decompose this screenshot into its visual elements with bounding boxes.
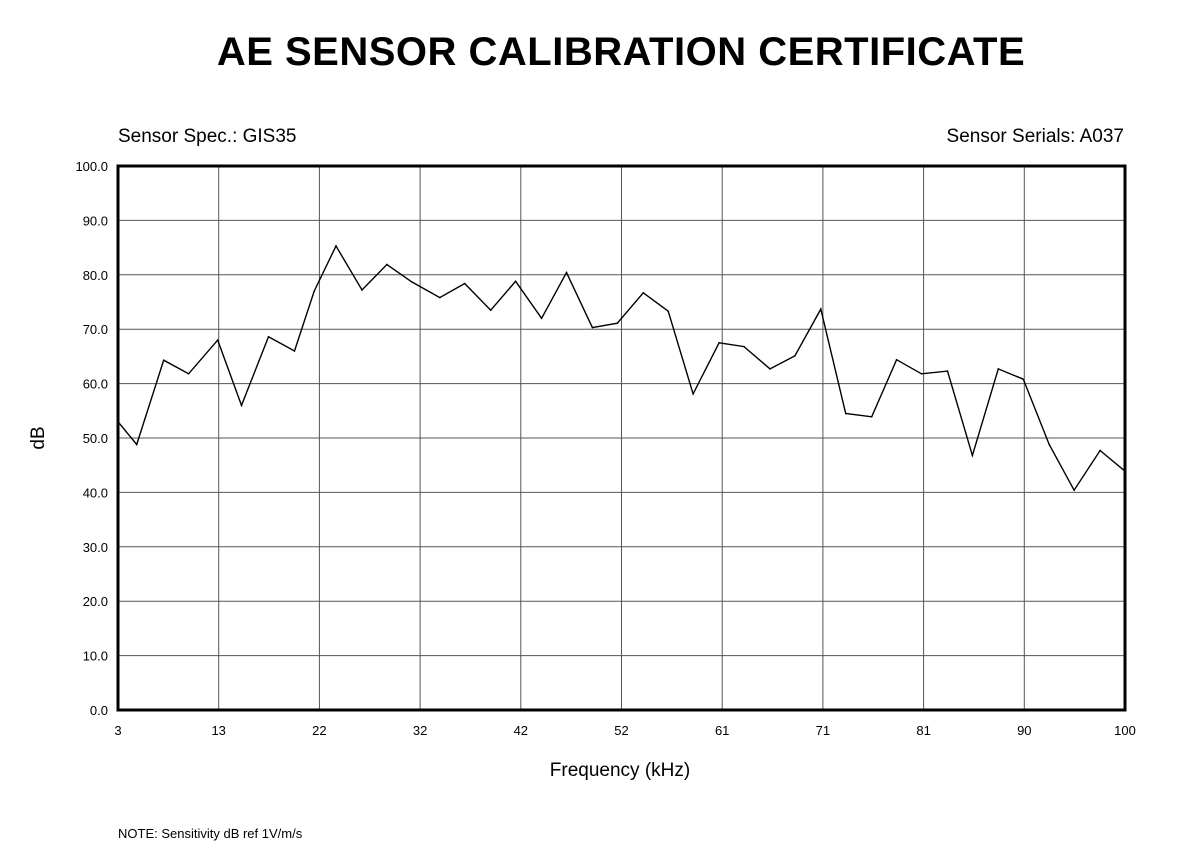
x-tick-label: 13 [211,723,225,738]
data-point [187,373,190,375]
data-point [489,309,492,311]
data-point [386,263,388,266]
data-point [844,412,847,415]
data-point [667,310,670,313]
data-point [642,291,645,294]
data-point [1073,489,1075,492]
y-tick-label: 60.0 [83,377,108,392]
sensor-serials-label: Sensor Serials: A037 [946,126,1124,147]
y-tick-label: 80.0 [83,268,108,283]
y-tick-label: 40.0 [83,485,108,500]
x-tick-label: 32 [413,723,427,738]
data-point [1099,449,1101,452]
y-axis-label: dB [28,426,49,449]
data-point [216,339,219,341]
data-point [565,271,568,274]
x-tick-label: 71 [816,723,830,738]
data-point [240,404,243,407]
series-layer [117,244,1126,492]
grid-lines [117,165,1126,711]
data-point [135,443,138,446]
sensitivity-note: NOTE: Sensitivity dB ref 1V/m/s [118,826,303,841]
y-tick-label: 10.0 [83,649,108,664]
y-tick-label: 50.0 [83,431,108,446]
data-point [692,393,694,395]
data-point [895,358,898,361]
x-tick-label: 42 [514,723,528,738]
data-point [591,326,594,329]
y-tick-labels: 0.0 10.0 20.0 30.0 40.0 50.0 60.0 70.0 80.0 90.0 1… [75,159,108,718]
y-tick-label: 20.0 [83,594,108,609]
data-point [971,454,974,457]
x-tick-label: 22 [312,723,326,738]
x-tick-label: 100 [1114,723,1136,738]
data-point [439,296,441,299]
data-point [870,415,873,418]
y-tick-label: 0.0 [90,703,108,718]
y-tick-label: 30.0 [83,540,108,555]
data-point [1048,443,1051,446]
data-point [769,368,771,370]
data-point [946,370,949,372]
data-point [410,281,413,283]
data-point [514,280,517,283]
data-point [743,345,745,348]
data-point [718,342,720,344]
data-point [293,350,296,352]
x-axis-label: Frequency (kHz) [550,760,690,781]
data-point [463,282,466,285]
x-tick-label: 90 [1017,723,1031,738]
y-tick-label: 100.0 [75,159,108,174]
data-point [162,359,165,362]
data-point [267,336,270,338]
y-tick-label: 90.0 [83,213,108,228]
data-point [361,289,363,291]
data-point [920,373,923,375]
plot-frame [116,164,1127,712]
data-point [335,245,337,247]
x-tick-labels: 3 13 22 32 42 52 61 71 81 90 100 [114,723,1135,738]
x-tick-label: 61 [715,723,729,738]
data-point [1022,378,1025,381]
data-point [820,308,822,310]
certificate-title: AE SENSOR CALIBRATION CERTIFICATE [216,30,1026,74]
data-point [616,322,619,325]
data-point [540,317,543,320]
data-point [313,290,316,292]
sensor-spec-label: Sensor Spec.: GIS35 [118,126,297,147]
data-point [997,368,1000,370]
x-tick-label: 3 [114,723,121,738]
data-point [794,355,796,357]
x-tick-label: 81 [916,723,930,738]
x-tick-label: 52 [614,723,628,738]
y-tick-label: 70.0 [83,322,108,337]
